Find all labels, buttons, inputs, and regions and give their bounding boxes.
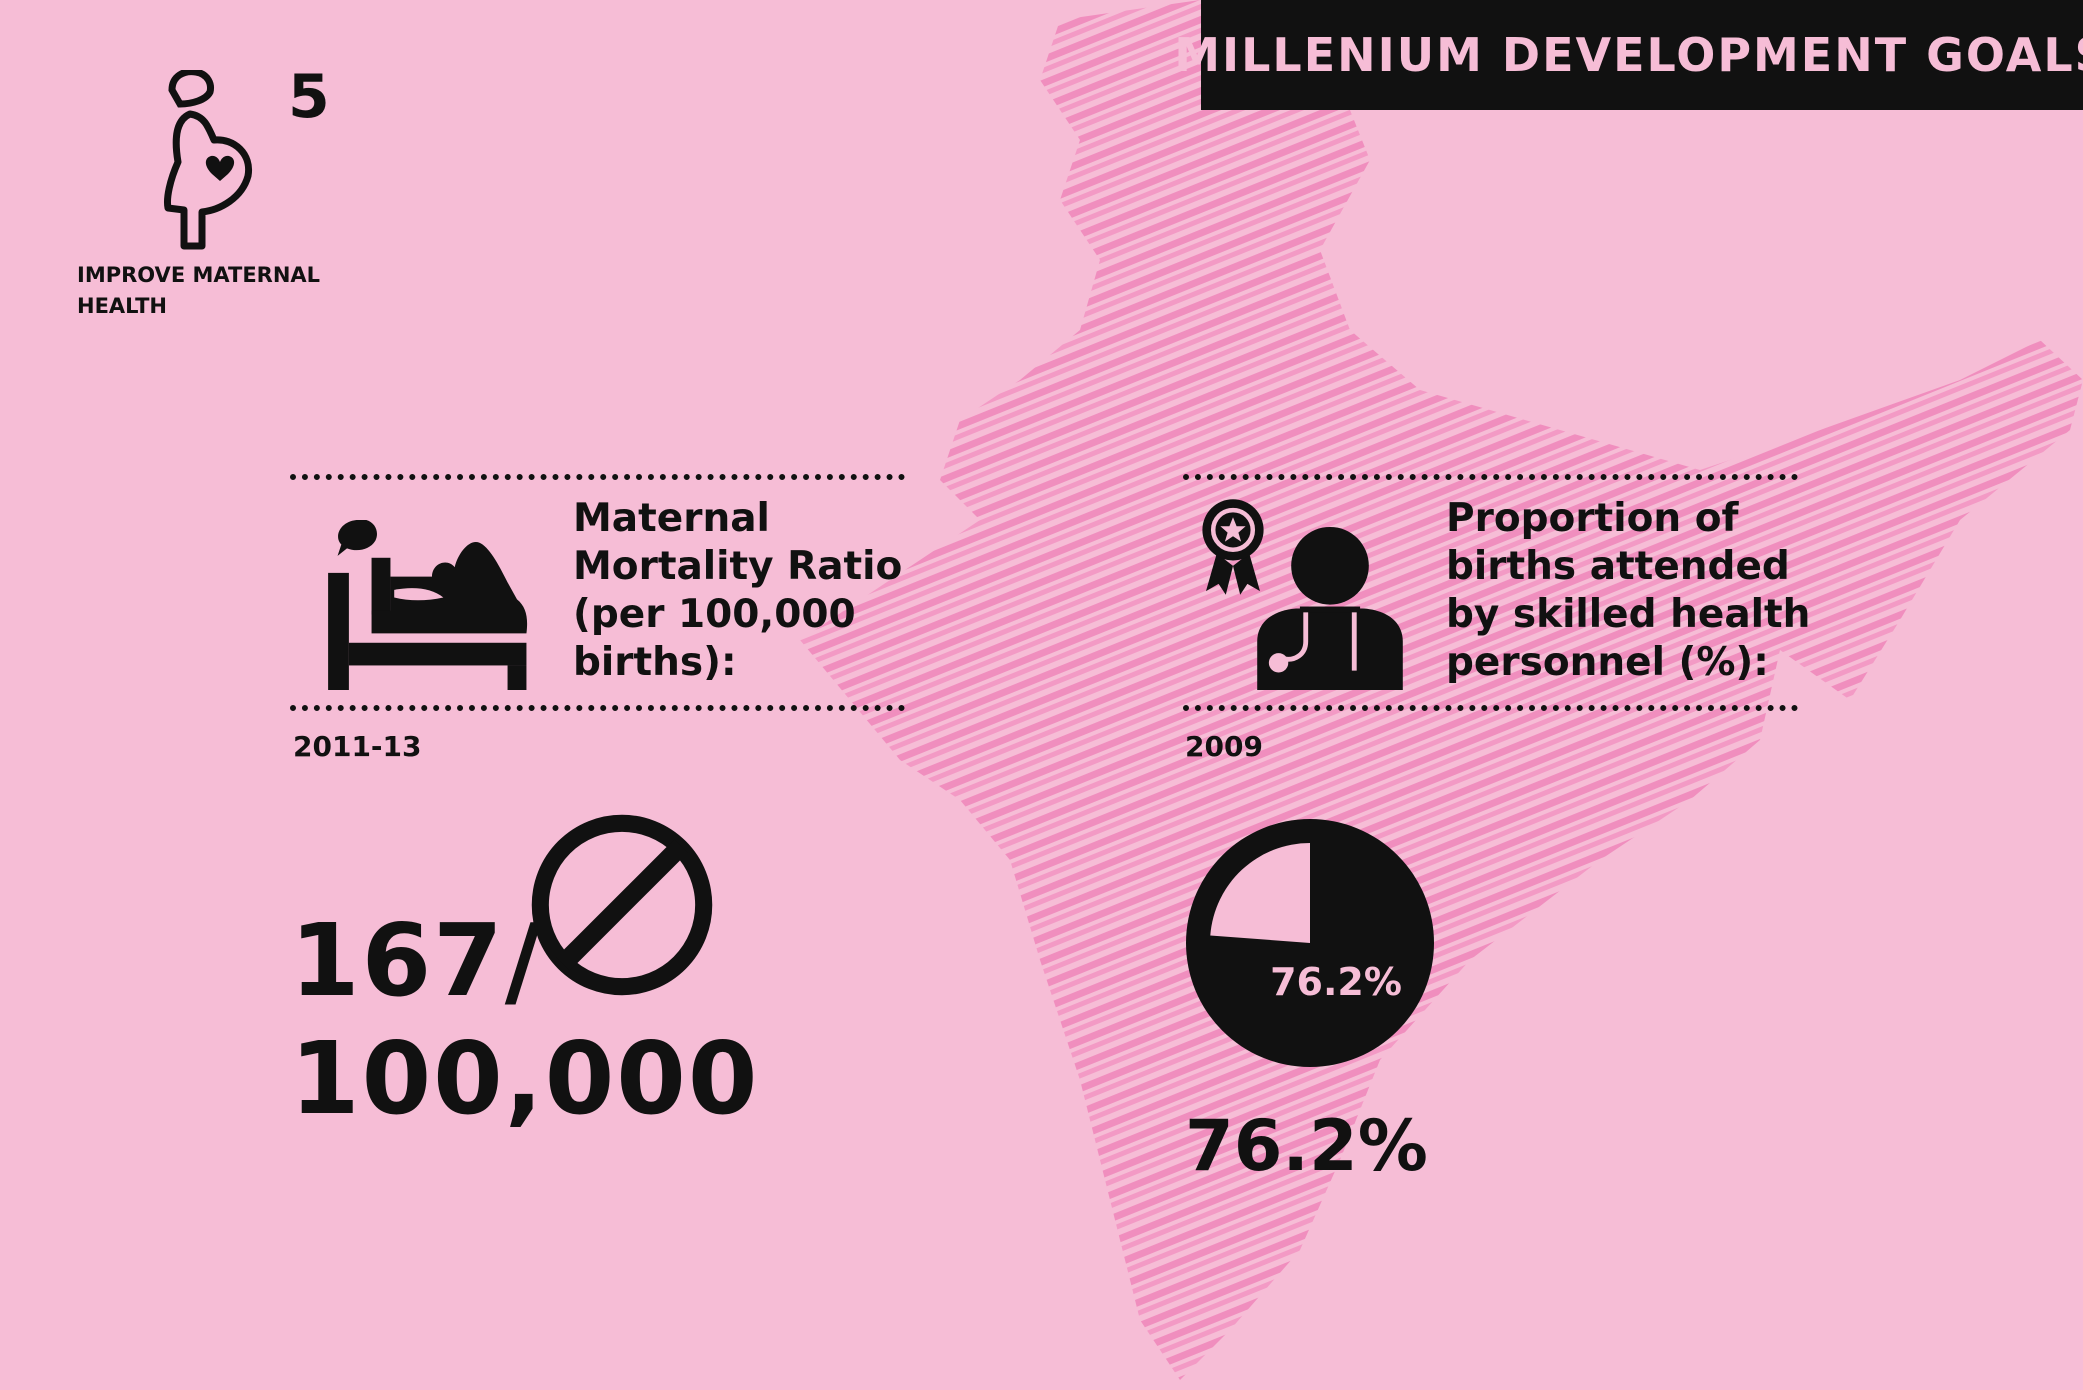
skilled-birth-title: Proportion of births attended by skilled… [1446, 496, 1811, 685]
mmr-title: Maternal Mortality Ratio (per 100,000 bi… [573, 496, 903, 685]
divider-bottom-left [290, 705, 905, 711]
divider-top-right [1183, 474, 1798, 480]
skilled-birth-value: 76.2% [1185, 1105, 1428, 1187]
doctor-icon [1257, 526, 1403, 690]
mmr-value: 167/ 100,000 [290, 902, 760, 1137]
divider-bottom-right [1183, 705, 1798, 711]
hospital-bed-icon [328, 520, 528, 690]
page-title: MILLENIUM DEVELOPMENT GOALS [1174, 28, 2083, 82]
mmr-year: 2011-13 [293, 730, 422, 763]
pie-remainder-slice [1210, 843, 1310, 943]
goal-number: 5 [288, 62, 330, 132]
pie-chart: 76.2% [1186, 819, 1434, 1067]
skilled-birth-year: 2009 [1185, 730, 1263, 763]
divider-top-left [290, 474, 905, 480]
pregnant-woman-icon [164, 70, 253, 250]
award-ribbon-icon [1202, 499, 1264, 595]
header-bar: MILLENIUM DEVELOPMENT GOALS [1174, 0, 2083, 110]
goal-label: IMPROVE MATERNAL HEALTH [77, 263, 321, 318]
pie-label: 76.2% [1270, 960, 1402, 1004]
prohibited-icon [531, 814, 713, 996]
